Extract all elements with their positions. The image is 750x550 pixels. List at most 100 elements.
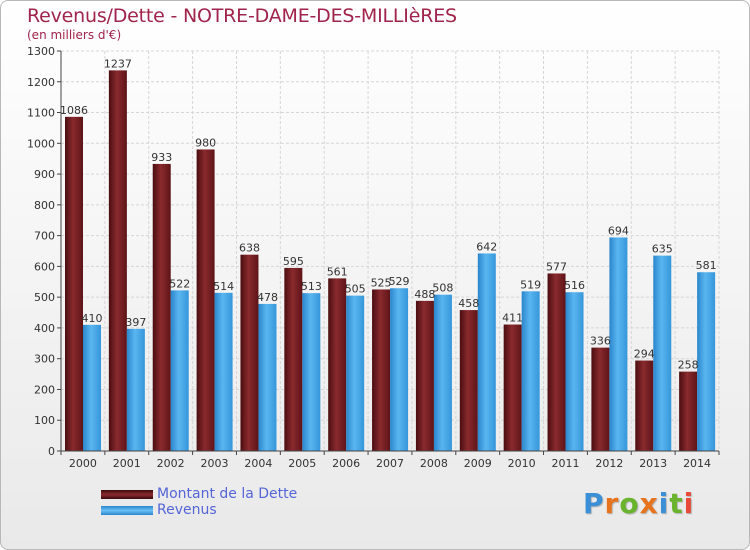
y-tick-label: 600 xyxy=(34,260,55,273)
bar-revenus xyxy=(565,292,584,451)
proxiti-logo: Proxiti xyxy=(583,487,694,520)
bar-dette xyxy=(503,324,522,451)
chart-subtitle: (en milliers d'€) xyxy=(27,28,122,42)
legend-swatch-dette xyxy=(101,490,153,499)
logo-letter: i xyxy=(683,487,695,520)
bars xyxy=(65,70,716,451)
logo-letter: r xyxy=(604,487,620,520)
bar-dette xyxy=(328,278,347,451)
bar-dette xyxy=(284,267,303,451)
x-tick-label: 2001 xyxy=(113,457,141,470)
data-label: 294 xyxy=(634,348,655,361)
x-tick-label: 2010 xyxy=(508,457,536,470)
logo-letter: P xyxy=(583,487,605,520)
x-tick-label: 2002 xyxy=(157,457,185,470)
x-tick-label: 2003 xyxy=(201,457,229,470)
data-label: 980 xyxy=(195,136,216,149)
logo-letter: x xyxy=(639,487,659,520)
y-tick-label: 1100 xyxy=(27,107,55,120)
data-label: 581 xyxy=(696,259,717,272)
x-tick-label: 2014 xyxy=(683,457,711,470)
bar-revenus xyxy=(83,324,101,451)
bar-dette xyxy=(196,149,215,451)
legend-label-revenus: Revenus xyxy=(157,502,217,518)
bar-dette xyxy=(415,300,434,451)
data-label: 635 xyxy=(652,243,673,256)
bar-dette xyxy=(152,163,171,451)
x-tick-label: 2009 xyxy=(464,457,492,470)
bar-revenus xyxy=(477,253,496,451)
data-label: 397 xyxy=(125,316,146,329)
x-tick-label: 2007 xyxy=(376,457,404,470)
x-tick-label: 2000 xyxy=(69,457,97,470)
data-label: 1086 xyxy=(60,104,88,117)
value-labels: 1086 1237 933 980 638 595 561 525 488 458 411 577 33… xyxy=(60,57,717,371)
data-label: 561 xyxy=(327,265,348,278)
x-tick-label: 2004 xyxy=(244,457,272,470)
bar-revenus xyxy=(126,328,145,451)
bar-revenus xyxy=(609,237,628,451)
legend: Montant de la Dette Revenus xyxy=(101,486,421,519)
data-label: 514 xyxy=(213,280,234,293)
legend-label-dette: Montant de la Dette xyxy=(157,486,298,502)
bar-dette xyxy=(679,371,698,451)
bar-dette xyxy=(240,254,259,451)
x-tick-label: 2011 xyxy=(551,457,579,470)
bar-dette xyxy=(459,310,478,451)
y-tick-label: 1200 xyxy=(27,76,55,89)
bar-dette xyxy=(635,360,654,451)
x-tick-label: 2005 xyxy=(288,457,316,470)
bar-revenus xyxy=(521,291,540,451)
x-tick-label: 2012 xyxy=(595,457,623,470)
bar-dette xyxy=(108,70,127,451)
y-tick-label: 100 xyxy=(34,414,55,427)
grid-lines xyxy=(60,50,720,452)
data-label: 694 xyxy=(608,224,629,237)
legend-item-revenus: Revenus xyxy=(101,502,421,519)
data-label: 478 xyxy=(257,291,278,304)
y-tick-label: 1300 xyxy=(27,45,55,58)
data-label: 577 xyxy=(546,260,567,273)
bar-dette xyxy=(547,273,566,451)
data-label: 529 xyxy=(389,275,410,288)
data-label: 642 xyxy=(476,240,497,253)
bar-revenus xyxy=(697,272,716,451)
data-label: 505 xyxy=(345,283,366,296)
bar-revenus xyxy=(214,292,233,451)
logo-letter: i xyxy=(658,487,670,520)
data-label: 519 xyxy=(520,278,541,291)
x-tick-label: 2013 xyxy=(639,457,667,470)
data-label: 522 xyxy=(169,277,190,290)
y-tick-label: 0 xyxy=(48,445,55,458)
data-label: 525 xyxy=(371,276,392,289)
data-label: 595 xyxy=(283,255,304,268)
bar-dette xyxy=(65,116,83,451)
data-label: 508 xyxy=(432,282,453,295)
y-tick-label: 1000 xyxy=(27,137,55,150)
y-tick-label: 400 xyxy=(34,322,55,335)
bar-revenus xyxy=(346,295,365,451)
logo-letter: o xyxy=(619,487,640,520)
data-label: 638 xyxy=(239,242,260,255)
data-label: 516 xyxy=(564,279,585,292)
data-label: 513 xyxy=(301,280,322,293)
data-label: 458 xyxy=(458,297,479,310)
x-tick-label: 2008 xyxy=(420,457,448,470)
y-tick-label: 900 xyxy=(34,168,55,181)
bar-dette xyxy=(591,347,610,451)
bar-revenus xyxy=(170,290,189,451)
logo-letter: t xyxy=(669,487,684,520)
bar-dette xyxy=(372,289,391,451)
data-label: 933 xyxy=(151,151,172,164)
x-tick-label: 2006 xyxy=(332,457,360,470)
data-label: 258 xyxy=(678,359,699,372)
y-tick-label: 800 xyxy=(34,199,55,212)
data-label: 1237 xyxy=(104,57,132,70)
bar-revenus xyxy=(653,255,672,451)
chart-title: Revenus/Dette - NOTRE-DAME-DES-MILLIèRES xyxy=(27,5,457,27)
axes: 0 100 200 300 400 500 600 700 800 900 1000 1100 1200… xyxy=(27,45,720,470)
y-tick-label: 300 xyxy=(34,353,55,366)
bar-revenus xyxy=(258,303,277,451)
